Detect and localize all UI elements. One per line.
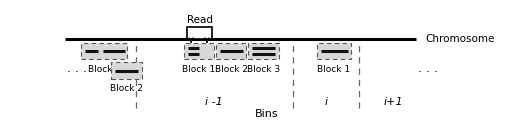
- Bar: [317, 43, 351, 59]
- Text: i -1: i -1: [205, 97, 223, 107]
- Text: Block 1: Block 1: [317, 65, 350, 74]
- Text: i: i: [324, 97, 328, 107]
- Bar: [111, 63, 141, 79]
- Bar: [81, 43, 127, 59]
- Text: . . .: . . .: [67, 62, 87, 75]
- Text: Block 1: Block 1: [183, 65, 216, 74]
- Text: Block 2: Block 2: [110, 84, 143, 93]
- Text: Block 1: Block 1: [88, 65, 121, 74]
- Text: Block 3: Block 3: [247, 65, 280, 74]
- Text: Chromosome: Chromosome: [426, 34, 495, 44]
- Bar: [249, 43, 279, 59]
- Text: Read: Read: [187, 15, 213, 25]
- Text: i+1: i+1: [384, 97, 403, 107]
- Text: . . .: . . .: [418, 62, 438, 75]
- Bar: [216, 43, 246, 59]
- Bar: [187, 27, 212, 39]
- Text: Block 2: Block 2: [215, 65, 248, 74]
- Bar: [184, 43, 214, 59]
- Text: Bins: Bins: [255, 109, 278, 119]
